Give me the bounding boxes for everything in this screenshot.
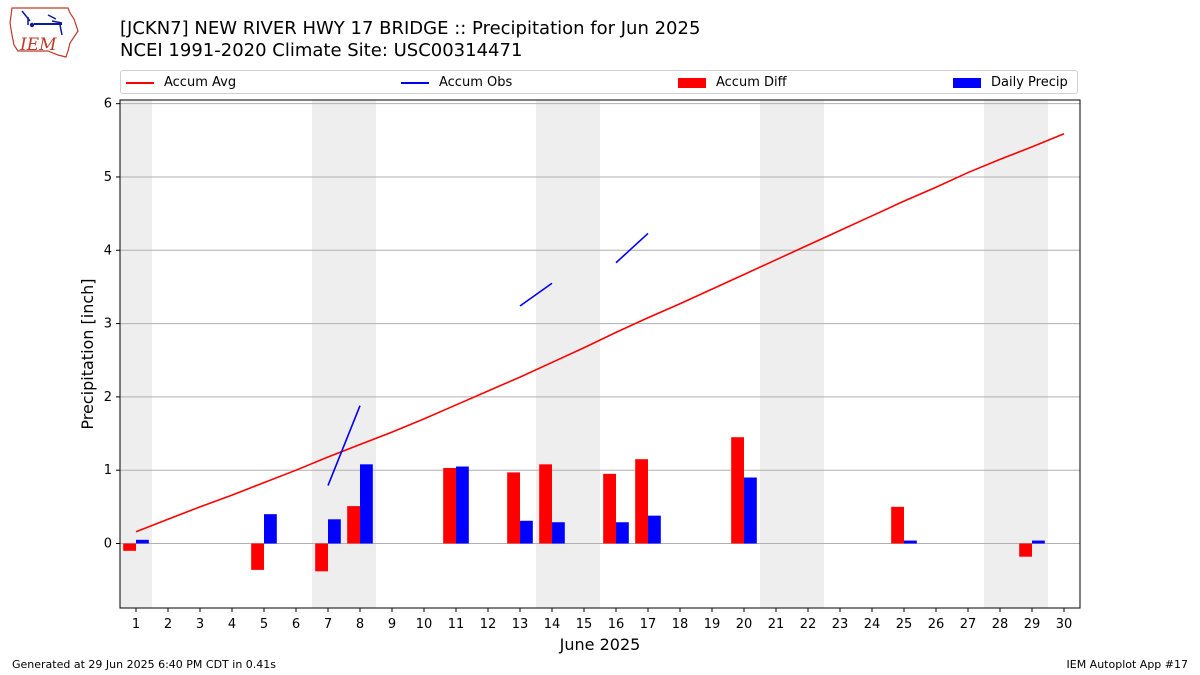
x-tick-label-12: 12: [480, 617, 497, 632]
x-tick-label-10: 10: [416, 617, 433, 632]
y-tick-label-6: 6: [104, 97, 112, 112]
x-tick-label-22: 22: [800, 617, 817, 632]
bar-daily-precip-day-7: [328, 519, 341, 544]
x-tick-label-1: 1: [132, 617, 140, 632]
x-tick-label-27: 27: [960, 617, 977, 632]
x-tick-label-30: 30: [1056, 617, 1073, 632]
y-tick-label-2: 2: [104, 390, 112, 405]
x-tick-label-15: 15: [576, 617, 593, 632]
plot-frame: [119, 99, 1081, 609]
x-axis-label: June 2025: [559, 635, 641, 654]
bar-accum-diff-day-14: [539, 464, 552, 544]
x-tick-label-4: 4: [228, 617, 236, 632]
weekend-band-0: [120, 100, 152, 608]
bar-daily-precip-day-14: [552, 522, 565, 544]
x-tick-label-2: 2: [164, 617, 172, 632]
legend: Accum Avg Accum Obs Accum Diff Daily Pre…: [120, 70, 1078, 94]
chart-title: [JCKN7] NEW RIVER HWY 17 BRIDGE :: Preci…: [120, 18, 700, 62]
x-tick-label-11: 11: [448, 617, 465, 632]
bar-accum-diff-day-25: [891, 506, 904, 544]
line-accum-avg: [135, 132, 1065, 533]
title-line-1: [JCKN7] NEW RIVER HWY 17 BRIDGE :: Preci…: [120, 18, 701, 39]
legend-label-accum-obs: Accum Obs: [439, 75, 513, 90]
legend-item-accum-diff: Accum Diff: [678, 74, 787, 92]
footer-generated: Generated at 29 Jun 2025 6:40 PM CDT in …: [12, 658, 277, 671]
x-tick-label-28: 28: [992, 617, 1009, 632]
bar-daily-precip-day-8: [360, 464, 373, 544]
x-tick-label-18: 18: [672, 617, 689, 632]
bar-daily-precip-day-16: [616, 522, 629, 544]
x-tick-label-6: 6: [292, 617, 300, 632]
x-tick-label-5: 5: [260, 617, 268, 632]
weekend-band-4: [984, 100, 1048, 608]
bar-daily-precip-day-11: [456, 466, 469, 544]
weekend-band-3: [760, 100, 824, 608]
x-tick-label-14: 14: [544, 617, 561, 632]
bar-accum-diff-day-11: [443, 467, 456, 544]
y-tick-label-4: 4: [104, 243, 112, 258]
legend-label-accum-diff: Accum Diff: [716, 75, 787, 90]
legend-swatch-accum-diff: [678, 77, 706, 88]
bar-accum-diff-day-1: [123, 543, 136, 551]
line-accum-obs-segment-0: [327, 405, 361, 486]
legend-swatch-accum-obs: [401, 81, 429, 84]
y-tick-label-1: 1: [104, 463, 112, 478]
bar-daily-precip-day-25: [904, 540, 917, 544]
legend-label-daily-precip: Daily Precip: [991, 75, 1068, 90]
x-tick-label-7: 7: [324, 617, 332, 632]
bar-accum-diff-day-13: [507, 472, 520, 544]
x-tick-label-16: 16: [608, 617, 625, 632]
y-tick-label-3: 3: [104, 317, 112, 332]
x-tick-label-26: 26: [928, 617, 945, 632]
legend-label-accum-avg: Accum Avg: [164, 75, 237, 90]
bar-daily-precip-day-29: [1032, 540, 1045, 544]
x-tick-label-9: 9: [388, 617, 396, 632]
x-tick-label-3: 3: [196, 617, 204, 632]
x-tick-label-8: 8: [356, 617, 364, 632]
bar-accum-diff-day-20: [731, 437, 744, 544]
x-tick-label-25: 25: [896, 617, 913, 632]
footer-app: IEM Autoplot App #17: [1066, 658, 1189, 671]
bar-daily-precip-day-13: [520, 520, 533, 544]
legend-swatch-accum-avg: [126, 81, 154, 84]
bar-daily-precip-day-1: [136, 539, 149, 544]
y-axis-label: Precipitation [inch]: [78, 278, 97, 429]
legend-item-accum-obs: Accum Obs: [401, 74, 512, 92]
y-tick-label-5: 5: [104, 170, 112, 185]
legend-item-accum-avg: Accum Avg: [126, 74, 236, 92]
logo-text: IEM: [19, 35, 57, 55]
y-tick-label-0: 0: [104, 536, 112, 551]
bar-daily-precip-day-5: [264, 514, 277, 544]
x-tick-label-23: 23: [832, 617, 849, 632]
legend-swatch-daily-precip: [953, 77, 981, 88]
x-tick-label-13: 13: [512, 617, 529, 632]
iem-logo: IEM: [9, 7, 79, 58]
bar-accum-diff-day-29: [1019, 543, 1032, 557]
bar-accum-diff-day-5: [251, 543, 264, 570]
x-tick-label-29: 29: [1024, 617, 1041, 632]
bar-accum-diff-day-17: [635, 459, 648, 544]
x-tick-label-20: 20: [736, 617, 753, 632]
x-tick-label-21: 21: [768, 617, 785, 632]
title-line-2: NCEI 1991-2020 Climate Site: USC00314471: [120, 40, 523, 61]
line-accum-obs-segment-1: [519, 282, 553, 307]
legend-item-daily-precip: Daily Precip: [953, 74, 1068, 92]
bar-daily-precip-day-17: [648, 515, 661, 544]
bar-accum-diff-day-7: [315, 543, 328, 572]
bar-daily-precip-day-20: [744, 477, 757, 544]
x-tick-label-19: 19: [704, 617, 721, 632]
x-tick-label-24: 24: [864, 617, 881, 632]
x-tick-label-17: 17: [640, 617, 657, 632]
bar-accum-diff-day-8: [347, 506, 360, 544]
bar-accum-diff-day-16: [603, 473, 616, 544]
line-accum-obs-segment-2: [615, 232, 649, 264]
